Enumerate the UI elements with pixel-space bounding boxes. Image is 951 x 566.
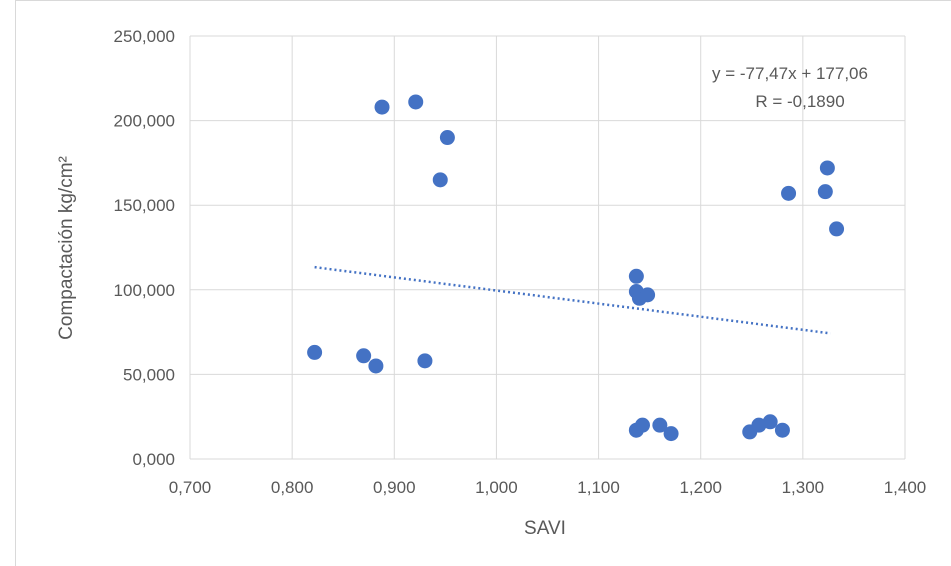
y-tick-label: 250,000	[114, 27, 175, 46]
data-point	[432, 172, 448, 188]
x-tick-label: 0,900	[373, 478, 416, 497]
data-point	[817, 184, 833, 200]
data-points	[307, 94, 845, 442]
x-tick-label: 0,700	[169, 478, 212, 497]
x-tick-label: 1,000	[475, 478, 518, 497]
data-point	[417, 353, 433, 369]
data-point	[774, 422, 790, 438]
y-tick-label: 150,000	[114, 196, 175, 215]
trendline-equation-label: y = -77,47x + 177,06	[712, 64, 868, 83]
y-tick-label: 100,000	[114, 281, 175, 300]
x-tick-label: 0,800	[271, 478, 314, 497]
y-tick-label: 0,000	[132, 450, 175, 469]
data-point	[781, 185, 797, 201]
x-tick-label: 1,300	[782, 478, 825, 497]
chart-frame-left-edge	[15, 0, 16, 566]
data-point	[307, 344, 323, 360]
x-axis-title: SAVI	[524, 518, 566, 539]
trendline	[314, 265, 831, 335]
data-point	[439, 130, 455, 146]
trendline-r-value-label: R = -0,1890	[755, 92, 844, 111]
data-point	[829, 221, 845, 237]
data-point	[663, 426, 679, 442]
tick-labels: 0,700 0,800 0,900 1,000 1,100 1,200 1,300 1,400…	[114, 27, 927, 497]
chart-frame-top-edge	[15, 0, 951, 1]
gridlines	[189, 35, 906, 460]
y-tick-label: 50,000	[123, 365, 175, 384]
data-point	[652, 417, 668, 433]
x-tick-label: 1,200	[679, 478, 722, 497]
data-point	[634, 417, 650, 433]
data-point	[368, 358, 384, 374]
y-axis-title: Compactación kg/cm²	[56, 156, 77, 340]
trendline-layer	[314, 265, 831, 335]
data-point	[628, 268, 644, 284]
data-point	[408, 94, 424, 110]
x-tick-label: 1,400	[884, 478, 927, 497]
x-tick-label: 1,100	[577, 478, 620, 497]
data-point	[374, 99, 390, 115]
data-point	[819, 160, 835, 176]
data-point	[356, 348, 372, 364]
y-tick-label: 200,000	[114, 112, 175, 131]
data-point	[640, 287, 656, 303]
data-point	[762, 414, 778, 430]
